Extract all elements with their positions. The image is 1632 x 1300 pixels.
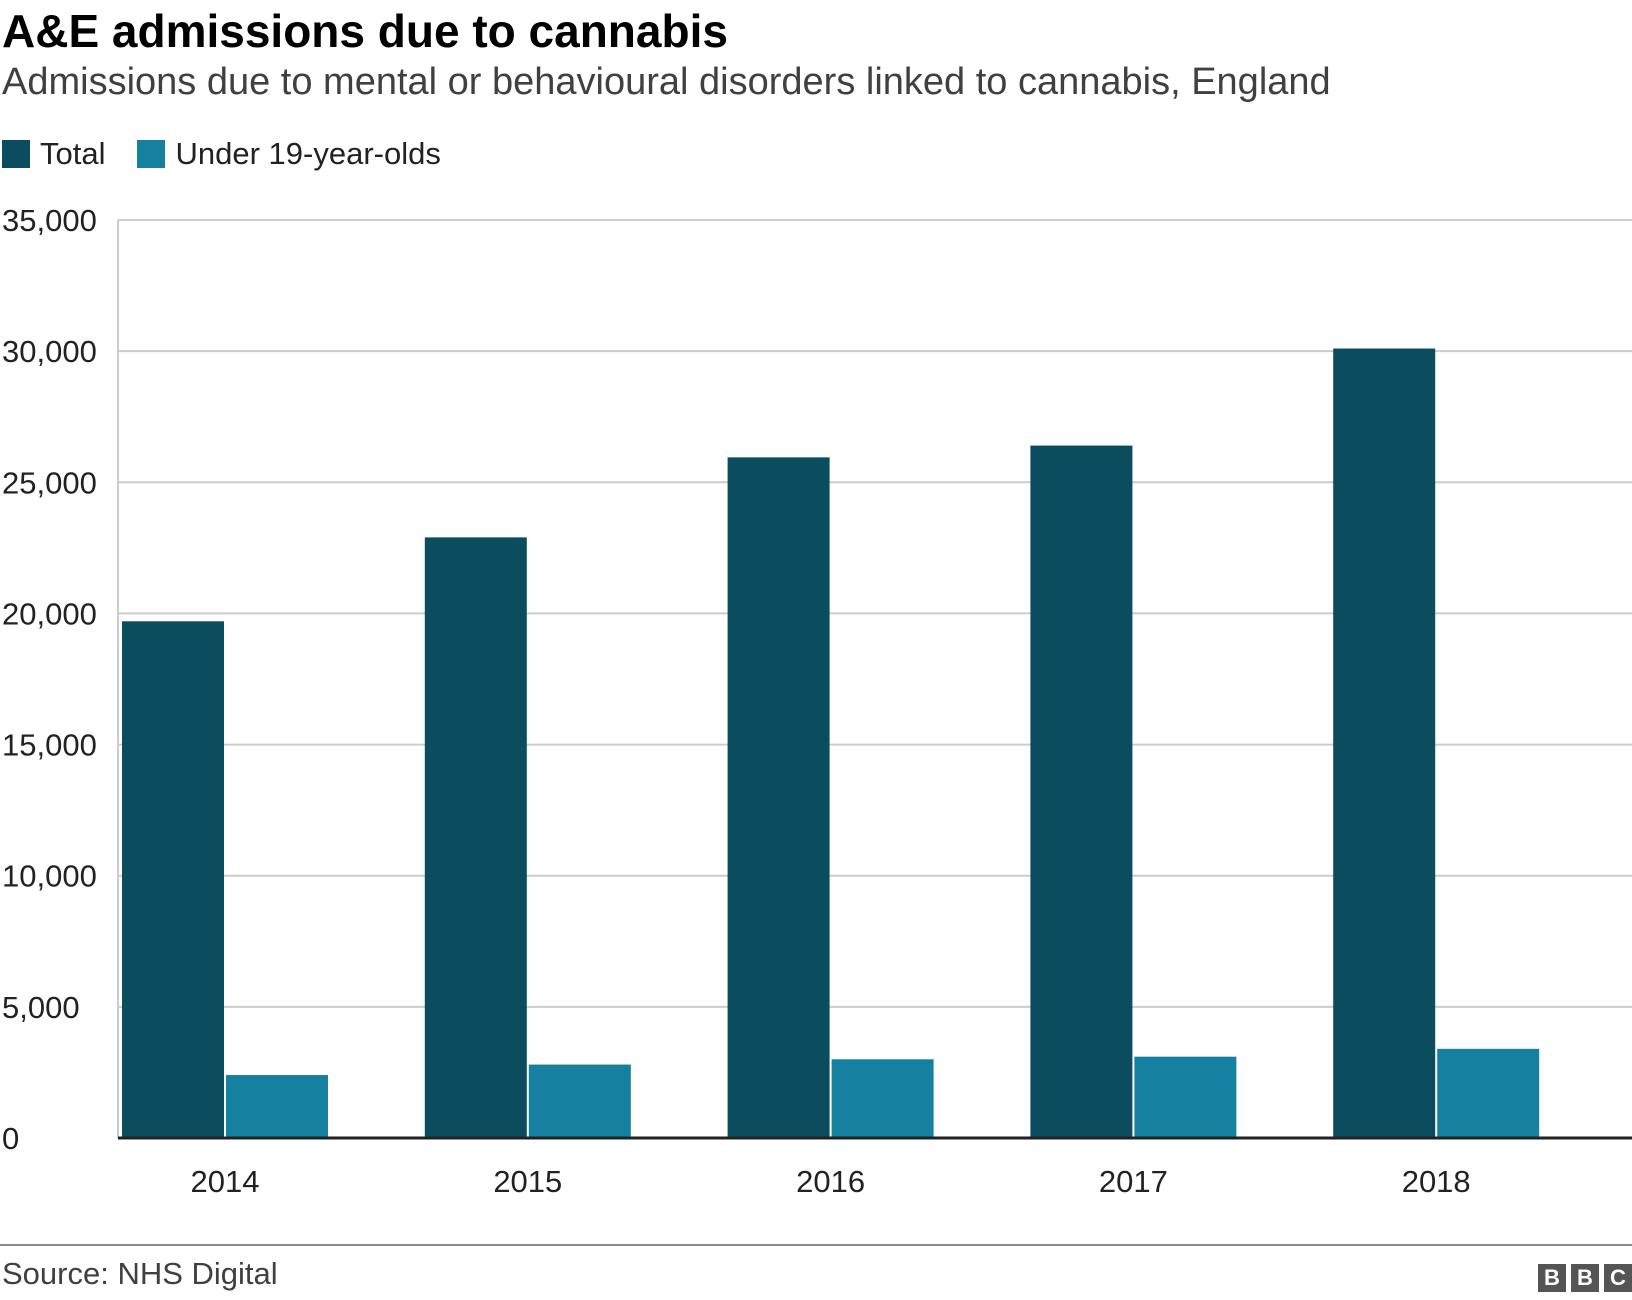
y-tick-label: 20,000 (2, 596, 97, 631)
y-tick-label: 25,000 (2, 465, 97, 500)
y-tick-label: 15,000 (2, 728, 97, 763)
x-tick-label: 2015 (493, 1164, 562, 1199)
y-tick-label: 10,000 (2, 859, 97, 894)
legend-label-total: Total (40, 136, 106, 171)
x-tick-label: 2017 (1099, 1164, 1168, 1199)
legend-item-total: Total (2, 136, 105, 172)
bar-under-19-year-olds-2014 (226, 1075, 328, 1138)
bbc-logo-letter: C (1604, 1264, 1632, 1292)
bar-total-2015 (424, 537, 527, 1138)
legend-swatch-total (2, 140, 30, 168)
bar-total-2018 (1333, 348, 1436, 1138)
legend-swatch-under-19 (137, 140, 166, 168)
y-tick-label: 30,000 (2, 334, 97, 369)
bbc-logo: B B C (1533, 1264, 1632, 1292)
y-tick-label: 5,000 (2, 990, 80, 1025)
bar-total-2016 (727, 457, 830, 1139)
footer-divider (0, 1244, 1632, 1246)
bar-chart: 0 5,000 10,000 15,000 20,000 25,000 30,000 35,0… (2, 203, 1632, 1199)
legend-item-under-19: Under 19-year-olds (137, 136, 441, 172)
x-tick-label: 2014 (191, 1164, 260, 1199)
chart-subtitle: Admissions due to mental or behavioural … (2, 61, 1331, 103)
chart-legend: Total Under 19-year-olds (2, 134, 473, 174)
x-tick-label: 2016 (796, 1164, 865, 1199)
bar-under-19-year-olds-2016 (831, 1059, 934, 1138)
bar-under-19-year-olds-2015 (528, 1064, 631, 1138)
chart-title: A&E admissions due to cannabis (2, 5, 728, 57)
y-tick-label: 35,000 (2, 203, 97, 238)
source-note: Source: NHS Digital (2, 1256, 278, 1291)
y-tick-label: 0 (2, 1121, 19, 1156)
bar-total-2014 (122, 621, 224, 1138)
bar-total-2017 (1030, 445, 1133, 1138)
bbc-logo-letter: B (1571, 1264, 1599, 1292)
x-tick-label: 2018 (1402, 1164, 1471, 1199)
bar-under-19-year-olds-2017 (1134, 1056, 1237, 1138)
bbc-logo-letter: B (1538, 1264, 1566, 1292)
bar-under-19-year-olds-2018 (1437, 1048, 1540, 1138)
legend-label-under-19: Under 19-year-olds (175, 136, 441, 171)
